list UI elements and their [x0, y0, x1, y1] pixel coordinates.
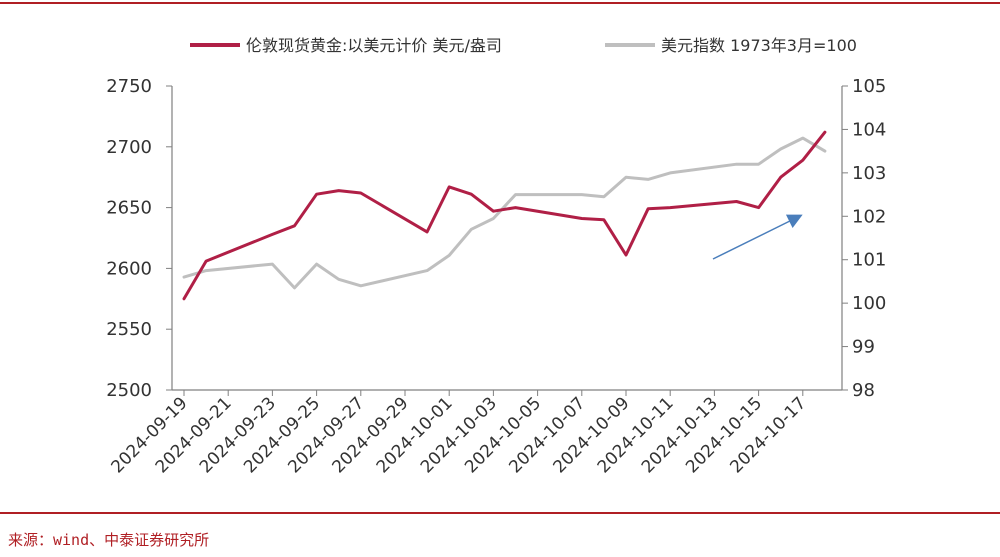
right-tick-label: 104: [852, 119, 886, 140]
series-line-gold: [182, 130, 827, 301]
right-tick-label: 105: [852, 76, 886, 97]
chart: 伦敦现货黄金:以美元计价 美元/盎司 美元指数 1973年3月=100 2500…: [106, 36, 886, 477]
right-tick-label: 99: [852, 337, 875, 358]
right-tick-label: 102: [852, 206, 886, 227]
series-line-dxy: [182, 136, 827, 290]
legend-label-gold: 伦敦现货黄金:以美元计价 美元/盎司: [246, 36, 502, 55]
right-tick-label: 103: [852, 163, 886, 184]
series: [182, 130, 827, 301]
left-tick-label: 2500: [106, 380, 152, 401]
legend-label-dxy: 美元指数 1973年3月=100: [661, 36, 857, 55]
bottom-rule: [0, 512, 1000, 514]
left-tick-label: 2550: [106, 319, 152, 340]
legend: 伦敦现货黄金:以美元计价 美元/盎司 美元指数 1973年3月=100: [190, 36, 857, 55]
top-rule: [0, 2, 1000, 4]
left-tick-label: 2600: [106, 258, 152, 279]
left-tick-label: 2700: [106, 137, 152, 158]
right-tick-label: 98: [852, 380, 875, 401]
source-note: 来源：wind、中泰证券研究所: [8, 531, 210, 549]
right-tick-label: 101: [852, 250, 886, 271]
left-tick-label: 2650: [106, 198, 152, 219]
trend-arrow: [712, 214, 803, 260]
left-tick-label: 2750: [106, 76, 152, 97]
right-tick-label: 100: [852, 293, 886, 314]
axes: 2500 2550 2600 2650 2700 2750 98 99 100 101 102 103…: [106, 76, 886, 477]
